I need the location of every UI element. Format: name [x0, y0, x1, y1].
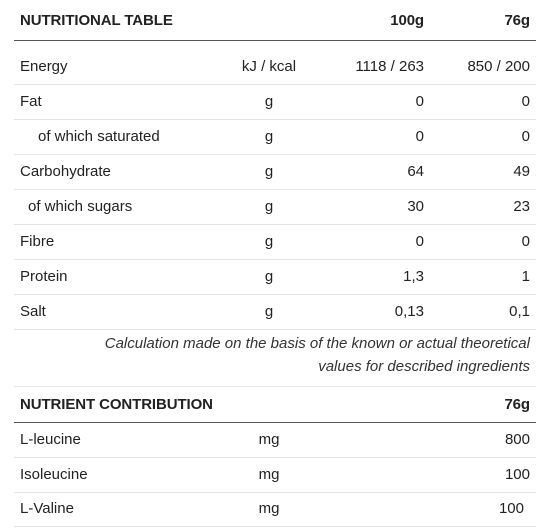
row-unit: g — [264, 268, 274, 285]
row-label: Energy — [20, 58, 68, 75]
table-row-protein: Protein g 1,3 1 — [14, 268, 536, 295]
row-value-76g: 0 — [521, 93, 530, 110]
row-value-100g: 1,3 — [403, 268, 424, 285]
column-header-76g: 76g — [504, 12, 530, 29]
row-value-100g: 64 — [407, 163, 424, 180]
row-unit: g — [264, 233, 274, 250]
row-value-100g: 1118 / 263 — [355, 58, 424, 75]
table-row-fat: Fat g 0 0 — [14, 93, 536, 120]
contribution-row-l-leucine: L-leucine mg 800 — [14, 431, 536, 458]
row-value-76g: 1 — [521, 268, 530, 285]
row-unit: mg — [258, 500, 280, 517]
row-value-76g: 100 — [498, 500, 524, 517]
table-row-saturated: of which saturated g 0 0 — [14, 128, 536, 155]
row-unit: mg — [258, 466, 280, 483]
row-value-100g: 30 — [407, 198, 424, 215]
row-value-76g: 800 — [504, 431, 530, 448]
nutritional-table-title: NUTRITIONAL TABLE — [20, 12, 173, 29]
note-divider — [14, 386, 536, 387]
table-row-carbohydrate: Carbohydrate g 64 49 — [14, 163, 536, 190]
row-label: of which saturated — [38, 128, 160, 145]
row-value-76g: 100 — [504, 466, 530, 483]
row-value-76g: 49 — [513, 163, 530, 180]
calculation-note-line-1: Calculation made on the basis of the kno… — [104, 335, 530, 352]
row-label: Protein — [20, 268, 68, 285]
nutrient-contribution-title: NUTRIENT CONTRIBUTION — [20, 396, 213, 413]
table-row-energy: Energy kJ / kcal 1118 / 263 850 / 200 — [14, 58, 536, 85]
contribution-column-header-76g: 76g — [504, 396, 530, 413]
row-value-100g: 0 — [415, 128, 424, 145]
row-value-76g: 850 / 200 — [467, 58, 530, 75]
row-label: of which sugars — [28, 198, 133, 215]
row-value-76g: 0 — [521, 128, 530, 145]
row-unit: g — [264, 198, 274, 215]
nutritional-table-header: NUTRITIONAL TABLE 100g 76g — [14, 12, 536, 41]
row-value-100g: 0 — [415, 233, 424, 250]
table-row-sugars: of which sugars g 30 23 — [14, 198, 536, 225]
row-unit: g — [264, 303, 274, 320]
row-value-100g: 0 — [415, 93, 424, 110]
row-unit: g — [264, 93, 274, 110]
row-label: Isoleucine — [20, 466, 88, 483]
contribution-row-l-valine: L-Valine mg 100 — [14, 500, 536, 527]
calculation-note-line-2: values for described ingredients — [318, 358, 530, 375]
nutrient-contribution-header: NUTRIENT CONTRIBUTION 76g — [14, 396, 536, 423]
note-spacer — [14, 361, 536, 387]
table-row-fibre: Fibre g 0 0 — [14, 233, 536, 260]
row-label: L-leucine — [20, 431, 81, 448]
table-row-salt: Salt g 0,13 0,1 — [14, 303, 536, 330]
row-unit: g — [264, 128, 274, 145]
row-value-76g: 0,1 — [509, 303, 530, 320]
row-label: Fat — [20, 93, 42, 110]
calculation-note: Calculation made on the basis of the kno… — [14, 332, 530, 378]
row-unit: mg — [258, 431, 280, 448]
row-label: Fibre — [20, 233, 55, 250]
row-label: Salt — [20, 303, 46, 320]
column-header-100g: 100g — [390, 12, 424, 29]
row-unit: g — [264, 163, 274, 180]
contribution-row-isoleucine: Isoleucine mg 100 — [14, 466, 536, 493]
row-value-100g: 0,13 — [394, 303, 424, 320]
row-value-76g: 0 — [521, 233, 530, 250]
row-value-76g: 23 — [513, 198, 530, 215]
row-label: L-Valine — [20, 500, 74, 517]
row-unit: kJ / kcal — [241, 58, 297, 75]
row-label: Carbohydrate — [20, 163, 111, 180]
